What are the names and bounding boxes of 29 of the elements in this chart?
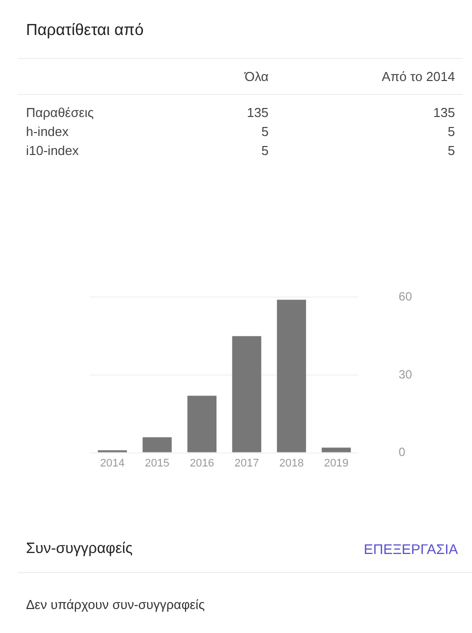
text: 5	[261, 124, 269, 139]
text: 135	[246, 105, 269, 120]
text: ΕΠΕΞΕΡΓΑΣΙΑ	[364, 541, 458, 557]
bar	[322, 448, 351, 452]
x-tick-label: 2015	[144, 457, 170, 470]
y-tick-label: 60	[398, 290, 412, 304]
bar	[232, 336, 262, 452]
y-tick-label: 0	[398, 445, 406, 460]
category-label: Παραθέσεις	[26, 105, 94, 120]
text: 5	[261, 143, 269, 158]
text: Παρατίθεται από	[26, 22, 144, 40]
bar	[276, 300, 306, 452]
x-tick-label: 2018	[279, 457, 304, 470]
text: 135	[433, 105, 455, 120]
y-tick-label: 30	[398, 367, 412, 382]
x-tick-label: 2014	[100, 457, 125, 470]
category-label: h-index	[26, 124, 69, 139]
category-label: Όλα	[193, 58, 277, 94]
text: Δεν υπάρχουν συν-συγγραφείς	[26, 597, 205, 612]
text: 5	[448, 143, 455, 158]
x-tick-label: 2019	[324, 457, 349, 470]
category-label: i10-index	[26, 143, 79, 158]
bar	[187, 396, 216, 452]
category-label: Από το 2014	[276, 58, 463, 94]
bar	[142, 437, 172, 452]
text: Συν-συγγραφείς	[26, 540, 133, 557]
x-tick-label: 2016	[190, 457, 214, 470]
x-tick-label: 2017	[234, 457, 259, 470]
text: 5	[448, 124, 455, 139]
